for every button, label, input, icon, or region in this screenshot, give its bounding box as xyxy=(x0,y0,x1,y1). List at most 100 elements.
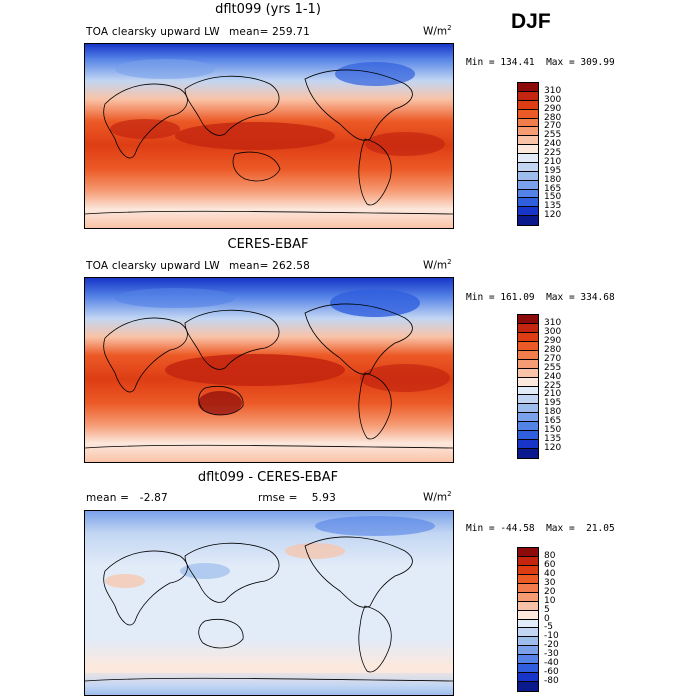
panel-3-units: W/m2 xyxy=(423,490,452,504)
colorbar-swatch xyxy=(518,315,538,324)
panel-3-rmse: rmse = 5.93 xyxy=(258,492,336,504)
colorbar-tick-label: -60 xyxy=(544,667,559,678)
colorbar-swatch xyxy=(518,341,538,351)
colorbar-tick-label: 290 xyxy=(544,103,562,114)
colorbar-tick-label: 150 xyxy=(544,425,562,436)
colorbar-swatch xyxy=(518,154,538,163)
colorbar-tick-label: 120 xyxy=(544,443,562,454)
panel-3-mean: mean = -2.87 xyxy=(86,492,168,504)
colorbar-tick-label: 180 xyxy=(544,174,562,185)
colorbar-swatch xyxy=(518,682,538,691)
colorbar-tick-label: 290 xyxy=(544,335,562,346)
colorbar-swatch xyxy=(518,136,538,146)
colorbar-tick-label: 310 xyxy=(544,317,562,328)
colorbar-tick-label: 270 xyxy=(544,121,562,132)
colorbar-tick-label: 195 xyxy=(544,398,562,409)
colorbar-swatch xyxy=(518,655,538,665)
colorbar-swatch xyxy=(518,109,538,119)
colorbar-swatch xyxy=(518,431,538,441)
colorbar-swatch xyxy=(518,601,538,611)
panel-3-colorbar xyxy=(517,547,539,692)
colorbar-swatch xyxy=(518,171,538,181)
colorbar-tick-label: 30 xyxy=(544,577,556,588)
colorbar-tick-label: 240 xyxy=(544,139,562,150)
colorbar-swatch xyxy=(518,323,538,333)
panel-3-field xyxy=(85,511,453,695)
colorbar-tick-label: 150 xyxy=(544,192,562,203)
colorbar-swatch xyxy=(518,548,538,557)
colorbar-tick-label: 300 xyxy=(544,326,562,337)
colorbar-swatch xyxy=(518,619,538,629)
colorbar-swatch xyxy=(518,404,538,414)
colorbar-swatch xyxy=(518,440,538,450)
colorbar-tick-label: 5 xyxy=(544,604,550,615)
colorbar-swatch xyxy=(518,207,538,217)
colorbar-tick-label: 210 xyxy=(544,389,562,400)
colorbar-tick-label: 300 xyxy=(544,94,562,105)
panel-3-map xyxy=(84,510,454,696)
colorbar-tick-label: 210 xyxy=(544,156,562,167)
panel-1-map xyxy=(84,43,454,229)
panel-2-minmax: Min = 161.09 Max = 334.68 xyxy=(466,292,615,303)
colorbar-swatch xyxy=(518,449,538,458)
panel-1-title: dflt099 (yrs 1-1) xyxy=(215,2,321,17)
panel-2-map xyxy=(84,277,454,463)
colorbar-swatch xyxy=(518,91,538,101)
panel-1-minmax: Min = 134.41 Max = 309.99 xyxy=(466,57,615,68)
colorbar-swatch xyxy=(518,637,538,647)
panel-2-mean: mean= 262.58 xyxy=(229,260,311,272)
colorbar-swatch xyxy=(518,83,538,92)
colorbar-swatch xyxy=(518,673,538,683)
colorbar-tick-label: 20 xyxy=(544,586,556,597)
colorbar-swatch xyxy=(518,422,538,432)
colorbar-tick-label: 135 xyxy=(544,201,562,212)
colorbar-tick-label: 225 xyxy=(544,148,562,158)
colorbar-swatch xyxy=(518,646,538,656)
panel-3-title: dflt099 - CERES-EBAF xyxy=(197,470,339,485)
colorbar-tick-label: 310 xyxy=(544,85,562,96)
colorbar-swatch xyxy=(518,368,538,378)
colorbar-swatch xyxy=(518,127,538,137)
panel-2-variable: TOA clearsky upward LW xyxy=(86,260,220,272)
panel-3-minmax: Min = -44.58 Max = 21.05 xyxy=(466,523,615,534)
colorbar-swatch xyxy=(518,332,538,342)
colorbar-tick-label: 240 xyxy=(544,371,562,382)
colorbar-swatch xyxy=(518,592,538,602)
colorbar-swatch xyxy=(518,162,538,172)
colorbar-swatch xyxy=(518,664,538,674)
colorbar-tick-label: 255 xyxy=(544,362,562,373)
colorbar-swatch xyxy=(518,100,538,110)
colorbar-swatch xyxy=(518,350,538,360)
colorbar-tick-label: -80 xyxy=(544,676,559,687)
colorbar-tick-label: 280 xyxy=(544,112,562,123)
panel-1-colorbar xyxy=(517,82,539,226)
panel-1-variable: TOA clearsky upward LW xyxy=(86,26,220,38)
colorbar-swatch xyxy=(518,198,538,208)
colorbar-swatch xyxy=(518,413,538,423)
colorbar-swatch xyxy=(518,556,538,566)
colorbar-swatch xyxy=(518,565,538,575)
colorbar-swatch xyxy=(518,377,538,387)
colorbar-swatch xyxy=(518,180,538,190)
panel-2-field xyxy=(85,278,453,462)
panel-1-mean: mean= 259.71 xyxy=(229,26,311,38)
colorbar-tick-label: 165 xyxy=(544,183,562,194)
colorbar-tick-label: -5 xyxy=(544,622,553,633)
colorbar-swatch xyxy=(518,359,538,369)
panel-1-units: W/m2 xyxy=(423,24,452,38)
colorbar-tick-label: 165 xyxy=(544,416,562,427)
colorbar-tick-label: 180 xyxy=(544,407,562,418)
colorbar-tick-label: -40 xyxy=(544,658,559,669)
colorbar-tick-label: 80 xyxy=(544,550,556,561)
colorbar-tick-label: 120 xyxy=(544,210,562,221)
colorbar-swatch xyxy=(518,145,538,154)
colorbar-tick-label: 195 xyxy=(544,165,562,176)
colorbar-tick-label: 40 xyxy=(544,568,556,579)
colorbar-tick-label: 255 xyxy=(544,130,562,141)
colorbar-swatch xyxy=(518,386,538,396)
colorbar-swatch xyxy=(518,216,538,225)
colorbar-tick-label: -20 xyxy=(544,640,559,651)
season-label: DJF xyxy=(511,10,551,33)
colorbar-swatch xyxy=(518,583,538,593)
colorbar-tick-label: 135 xyxy=(544,434,562,445)
